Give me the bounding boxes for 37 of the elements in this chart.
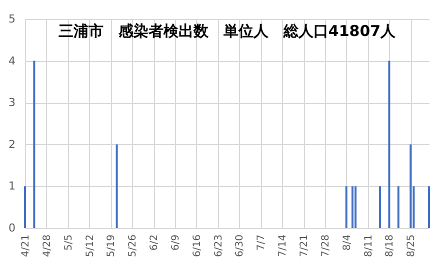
- x-tick-label: 6/30: [234, 234, 246, 257]
- x-tick-label: 7/21: [299, 234, 310, 257]
- bar: [379, 186, 382, 228]
- x-tick-label: 6/2: [149, 234, 160, 251]
- y-tick-label: 0: [8, 222, 16, 234]
- bar: [410, 144, 412, 228]
- y-tick-label: 5: [8, 12, 16, 26]
- x-tick-label: 6/9: [170, 234, 182, 251]
- chart-title: 三浦市 感染者検出数 単位人 総人口41807人: [58, 22, 397, 40]
- x-tick-label: 5/12: [84, 234, 96, 257]
- x-tick-label: 7/14: [278, 234, 289, 257]
- y-tick-label: 2: [8, 138, 16, 151]
- bar: [388, 60, 390, 228]
- bar: [116, 144, 118, 228]
- x-tick-label: 8/18: [384, 234, 396, 257]
- x-tick-label: 8/11: [363, 234, 374, 257]
- bar: [24, 186, 26, 228]
- bar: [428, 186, 430, 228]
- bar: [351, 186, 354, 228]
- bar: [33, 60, 36, 228]
- bar: [345, 186, 348, 228]
- x-tick-label: 8/25: [406, 234, 418, 257]
- x-tick-label: 7/7: [256, 234, 268, 251]
- x-tick-label: 4/21: [20, 234, 32, 257]
- x-tick-label: 6/16: [192, 234, 203, 257]
- x-tick-label: 5/5: [63, 234, 74, 251]
- y-tick-label: 1: [8, 180, 16, 193]
- x-tick-label: 6/23: [213, 234, 224, 257]
- x-tick-label: 8/4: [342, 234, 353, 251]
- y-tick-label: 3: [8, 96, 16, 110]
- y-tick-label: 4: [8, 54, 16, 68]
- bar: [397, 186, 400, 228]
- x-tick-label: 5/19: [106, 234, 118, 257]
- x-tick-label: 5/26: [128, 234, 139, 257]
- x-tick-label: 7/28: [320, 234, 332, 257]
- bar: [354, 186, 357, 228]
- x-tick-label: 4/28: [42, 234, 53, 257]
